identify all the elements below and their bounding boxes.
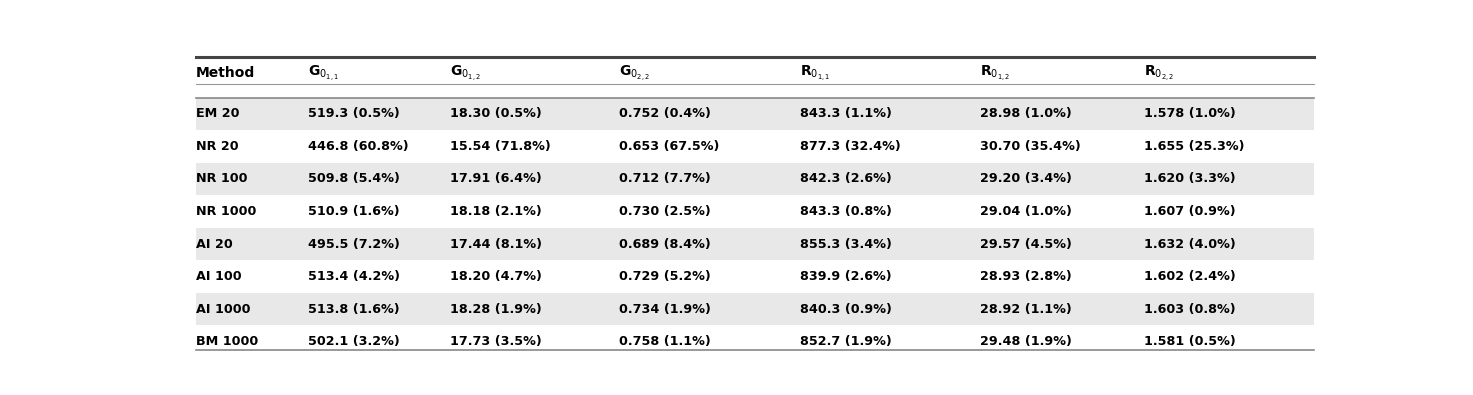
Text: 18.18 (2.1%): 18.18 (2.1%) (449, 205, 542, 218)
Bar (196, 260, 1314, 293)
Text: $\mathbf{R}_{0_{1,1}}$: $\mathbf{R}_{0_{1,1}}$ (800, 64, 831, 83)
Text: $\mathbf{R}_{0_{2,2}}$: $\mathbf{R}_{0_{2,2}}$ (1145, 64, 1175, 83)
Text: BM 1000: BM 1000 (196, 335, 258, 348)
Text: 1.632 (4.0%): 1.632 (4.0%) (1145, 237, 1236, 250)
Text: 0.730 (2.5%): 0.730 (2.5%) (619, 205, 711, 218)
Text: 842.3 (2.6%): 842.3 (2.6%) (800, 173, 891, 185)
Text: 15.54 (71.8%): 15.54 (71.8%) (449, 140, 551, 153)
Text: $\mathbf{G}_{0_{1,1}}$: $\mathbf{G}_{0_{1,1}}$ (308, 64, 340, 83)
Text: 1.607 (0.9%): 1.607 (0.9%) (1145, 205, 1236, 218)
Text: 0.689 (8.4%): 0.689 (8.4%) (619, 237, 711, 250)
Text: 446.8 (60.8%): 446.8 (60.8%) (308, 140, 409, 153)
Text: 18.28 (1.9%): 18.28 (1.9%) (449, 303, 542, 316)
Text: NR 20: NR 20 (196, 140, 239, 153)
Text: Method: Method (196, 66, 255, 80)
Text: 855.3 (3.4%): 855.3 (3.4%) (800, 237, 891, 250)
Text: 29.57 (4.5%): 29.57 (4.5%) (981, 237, 1072, 250)
Text: 1.655 (25.3%): 1.655 (25.3%) (1145, 140, 1245, 153)
Text: 28.98 (1.0%): 28.98 (1.0%) (981, 107, 1072, 120)
Text: 519.3 (0.5%): 519.3 (0.5%) (308, 107, 401, 120)
Text: 17.73 (3.5%): 17.73 (3.5%) (449, 335, 542, 348)
Text: 843.3 (0.8%): 843.3 (0.8%) (800, 205, 891, 218)
Text: 17.91 (6.4%): 17.91 (6.4%) (449, 173, 542, 185)
Text: 840.3 (0.9%): 840.3 (0.9%) (800, 303, 891, 316)
Text: 843.3 (1.1%): 843.3 (1.1%) (800, 107, 891, 120)
Text: 513.8 (1.6%): 513.8 (1.6%) (308, 303, 401, 316)
Text: 513.4 (4.2%): 513.4 (4.2%) (308, 270, 401, 283)
Text: 18.20 (4.7%): 18.20 (4.7%) (449, 270, 542, 283)
Text: 29.48 (1.9%): 29.48 (1.9%) (981, 335, 1072, 348)
Text: 0.758 (1.1%): 0.758 (1.1%) (619, 335, 711, 348)
Text: AI 100: AI 100 (196, 270, 242, 283)
Text: 17.44 (8.1%): 17.44 (8.1%) (449, 237, 542, 250)
Bar (196, 98, 1314, 130)
Text: $\mathbf{G}_{0_{2,2}}$: $\mathbf{G}_{0_{2,2}}$ (619, 64, 650, 83)
Text: 0.653 (67.5%): 0.653 (67.5%) (619, 140, 719, 153)
Text: 29.04 (1.0%): 29.04 (1.0%) (981, 205, 1072, 218)
Bar (196, 228, 1314, 260)
Text: 29.20 (3.4%): 29.20 (3.4%) (981, 173, 1072, 185)
Text: 28.92 (1.1%): 28.92 (1.1%) (981, 303, 1072, 316)
Text: 1.581 (0.5%): 1.581 (0.5%) (1145, 335, 1236, 348)
Text: AI 20: AI 20 (196, 237, 233, 250)
Bar (196, 163, 1314, 195)
Bar (196, 293, 1314, 325)
Text: 0.729 (5.2%): 0.729 (5.2%) (619, 270, 711, 283)
Bar (196, 130, 1314, 163)
Text: 502.1 (3.2%): 502.1 (3.2%) (308, 335, 401, 348)
Text: 1.603 (0.8%): 1.603 (0.8%) (1145, 303, 1236, 316)
Text: $\mathbf{R}_{0_{1,2}}$: $\mathbf{R}_{0_{1,2}}$ (981, 64, 1010, 83)
Text: $\mathbf{G}_{0_{1,2}}$: $\mathbf{G}_{0_{1,2}}$ (449, 64, 480, 83)
Bar (196, 195, 1314, 228)
Text: 1.602 (2.4%): 1.602 (2.4%) (1145, 270, 1236, 283)
Text: AI 1000: AI 1000 (196, 303, 250, 316)
Text: 839.9 (2.6%): 839.9 (2.6%) (800, 270, 891, 283)
Text: 30.70 (35.4%): 30.70 (35.4%) (981, 140, 1081, 153)
Text: 510.9 (1.6%): 510.9 (1.6%) (308, 205, 401, 218)
Text: NR 100: NR 100 (196, 173, 247, 185)
Text: NR 1000: NR 1000 (196, 205, 256, 218)
Text: 0.752 (0.4%): 0.752 (0.4%) (619, 107, 711, 120)
Text: 877.3 (32.4%): 877.3 (32.4%) (800, 140, 900, 153)
Text: 1.578 (1.0%): 1.578 (1.0%) (1145, 107, 1236, 120)
Text: 28.93 (2.8%): 28.93 (2.8%) (981, 270, 1072, 283)
Bar (196, 325, 1314, 358)
Text: EM 20: EM 20 (196, 107, 239, 120)
Text: 495.5 (7.2%): 495.5 (7.2%) (308, 237, 401, 250)
Text: 0.712 (7.7%): 0.712 (7.7%) (619, 173, 711, 185)
Text: 1.620 (3.3%): 1.620 (3.3%) (1145, 173, 1236, 185)
Text: 852.7 (1.9%): 852.7 (1.9%) (800, 335, 891, 348)
Text: 0.734 (1.9%): 0.734 (1.9%) (619, 303, 711, 316)
Text: 509.8 (5.4%): 509.8 (5.4%) (308, 173, 401, 185)
Text: 18.30 (0.5%): 18.30 (0.5%) (449, 107, 542, 120)
